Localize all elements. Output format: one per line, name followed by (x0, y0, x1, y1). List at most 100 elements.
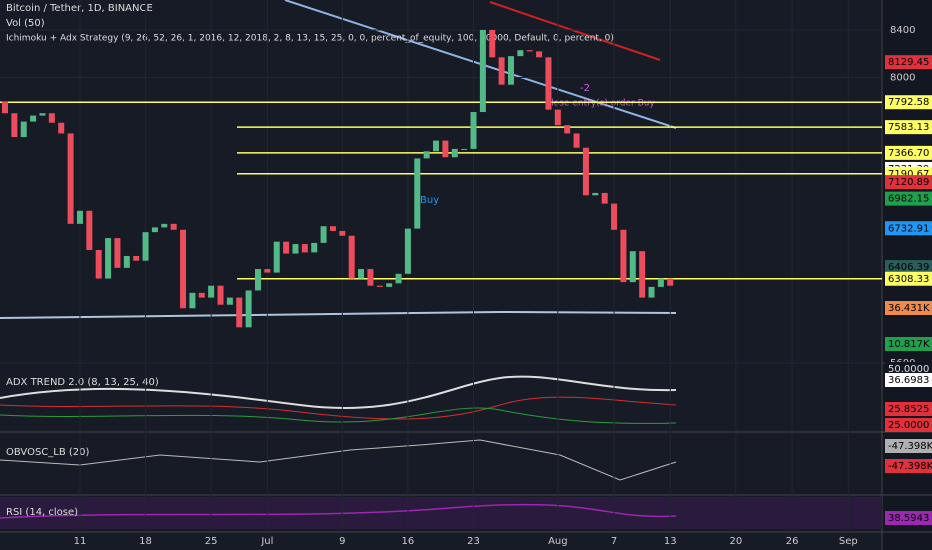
price-label-bg (885, 145, 932, 160)
candle (433, 140, 440, 152)
candle (95, 250, 102, 279)
volume-label-bg (885, 301, 932, 315)
candle (86, 210, 93, 251)
plot-bg (0, 0, 882, 550)
candle (601, 192, 608, 204)
candle (404, 228, 411, 274)
panel-label-bg (885, 362, 932, 376)
candle (301, 244, 308, 253)
x-tick-label: 25 (205, 536, 218, 547)
annotation: -2 (580, 83, 590, 94)
title: Bitcoin / Tether, 1D, BINANCE (6, 3, 153, 14)
candle (320, 226, 327, 243)
panel-title: OBVOSC_LB (20) (6, 447, 90, 458)
panel-label: 36.6983 (888, 375, 929, 386)
x-tick-label: 16 (402, 536, 415, 547)
price-label: 7792.58 (888, 97, 929, 108)
candle (311, 242, 318, 253)
panel-label: -47.398K (888, 461, 932, 472)
candle (629, 251, 636, 283)
candle (48, 113, 55, 123)
candle (620, 229, 627, 283)
panel-label: -47.398K (888, 441, 932, 452)
price-label-bg (885, 260, 932, 275)
candle (180, 229, 187, 309)
x-tick-label: 9 (339, 536, 345, 547)
candle (348, 235, 355, 279)
candle (667, 278, 674, 286)
candle (236, 297, 243, 328)
panel-label: 25.0000 (888, 420, 929, 431)
volume-label-bg (885, 337, 932, 351)
candle (386, 283, 393, 287)
strategy-title: Ichimoku + Adx Strategy (9, 26, 52, 26, … (6, 34, 614, 44)
candle (582, 147, 589, 196)
candle (573, 133, 580, 148)
price-label: 6308.33 (888, 274, 929, 285)
x-tick-label: 13 (664, 536, 677, 547)
candle (526, 50, 533, 52)
candle (142, 232, 149, 261)
candle (217, 285, 224, 305)
panel-label: 38.5943 (888, 513, 929, 524)
rsi-band (0, 497, 882, 529)
candle (536, 51, 543, 58)
panel-label: 25.8525 (888, 404, 929, 415)
candle (39, 113, 46, 116)
x-tick-label: 18 (139, 536, 152, 547)
rsi-line (0, 503, 677, 519)
candle (264, 269, 271, 273)
candle (358, 269, 365, 279)
candle (395, 273, 402, 284)
candle (226, 297, 233, 305)
candle (376, 285, 383, 287)
adx-line (0, 375, 677, 409)
candle (639, 251, 646, 298)
candle (489, 29, 496, 58)
candle (283, 241, 290, 254)
candle (67, 133, 74, 224)
x-tick-label: Aug (548, 536, 568, 547)
x-tick-label: 11 (74, 536, 87, 547)
candle (161, 223, 168, 228)
candle (30, 115, 37, 122)
price-label-bg (885, 55, 932, 70)
candle (245, 290, 252, 328)
baseline (0, 310, 677, 319)
candle (442, 140, 449, 158)
candle (507, 56, 514, 85)
candle (254, 269, 261, 291)
candle (189, 292, 196, 309)
x-tick-label: 20 (729, 536, 742, 547)
candle (11, 113, 18, 138)
candle (105, 238, 112, 279)
x-tick-label: Sep (839, 536, 858, 547)
y-tick-label: 8400 (890, 25, 915, 36)
price-label: 7583.13 (888, 122, 929, 133)
panel-label-bg (885, 402, 932, 416)
candle (611, 203, 618, 230)
price-label-bg (885, 191, 932, 206)
obv-line (0, 439, 677, 481)
x-tick-label: 7 (611, 536, 617, 547)
panel-title: ADX TREND 2.0 (8, 13, 25, 40) (6, 377, 159, 388)
price-label: 7366.70 (888, 148, 929, 159)
price-label-bg (885, 221, 932, 236)
volume-label: 36.431K (888, 303, 930, 314)
candle (545, 57, 552, 110)
candle (329, 226, 336, 231)
volume-label: 10.817K (888, 339, 930, 350)
candle (657, 278, 664, 287)
annotation: Close entry(s) order Buy (545, 99, 655, 109)
candle (648, 286, 655, 298)
candle (479, 29, 486, 113)
candle (554, 109, 561, 126)
candle (498, 57, 505, 85)
price-label: 7120.89 (888, 177, 929, 188)
panel-title: RSI (14, close) (6, 507, 78, 518)
price-label: 8129.45 (888, 57, 929, 68)
volume-title: Vol (50) (6, 18, 45, 29)
candle (133, 255, 140, 261)
di-plus (0, 407, 677, 424)
